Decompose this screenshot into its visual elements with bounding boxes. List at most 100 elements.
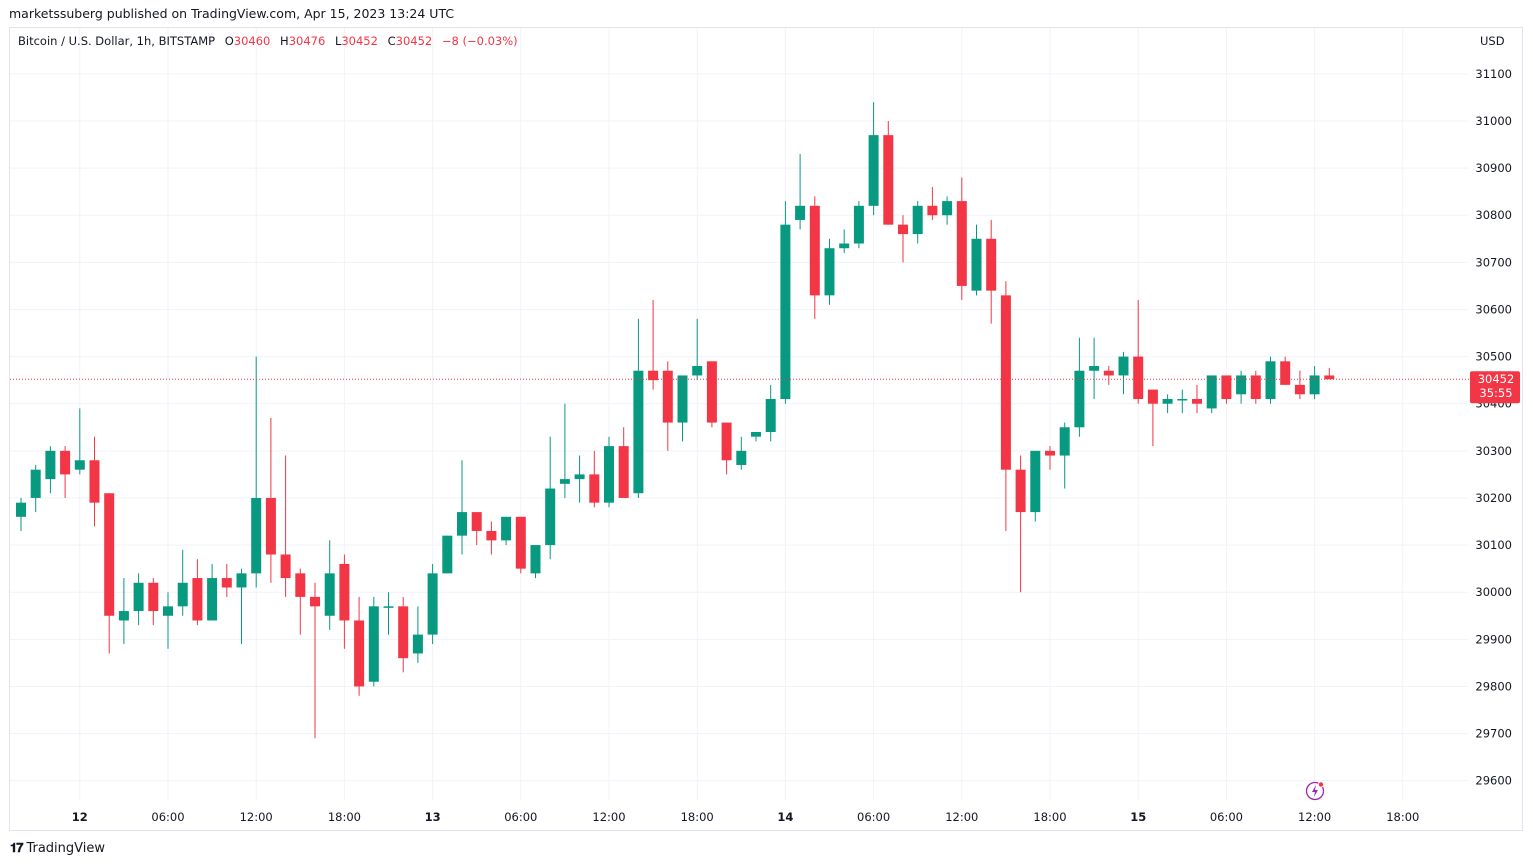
candle-body [942,201,953,216]
candle-body [1074,370,1085,428]
candle-body [1118,356,1129,376]
tradingview-brand[interactable]: 𝟏𝟕 TradingView [10,841,105,856]
candle-body [1000,295,1011,470]
candle-body [280,554,291,579]
candle-body [530,545,541,574]
candle-body [618,446,629,498]
time-tick-label: 15 [1130,810,1146,824]
time-tick-label: 06:00 [151,810,184,824]
candle-body [1089,366,1100,371]
price-change: −8 (−0.03%) [441,34,518,48]
candle-body [692,366,703,376]
candle-body [74,460,85,470]
candle-countdown: 35:55 [1479,386,1512,400]
candle-body [133,582,144,612]
time-tick-label: 18:00 [681,810,714,824]
candle-body [251,497,262,574]
time-tick-label: 12:00 [240,810,273,824]
price-tick-label: 30100 [1475,538,1512,552]
candle-body [1133,356,1144,400]
candle-body [1206,375,1217,409]
candle-body [824,248,835,296]
time-tick-label: 18:00 [1386,810,1419,824]
high-label: H [280,34,289,48]
candle-body [574,474,585,480]
candle-body [765,399,776,432]
candle-body [706,361,717,423]
price-tick-label: 30800 [1475,208,1512,222]
time-tick-label: 18:00 [1033,810,1066,824]
candle-body [1294,384,1305,395]
candle-body [383,606,394,608]
open-label: O [224,34,234,48]
currency-label[interactable]: USD [1480,34,1505,48]
open-value: 30460 [233,34,271,48]
time-tick-label: 14 [777,810,793,824]
candle-body [677,375,688,423]
price-tick-label: 29600 [1475,774,1512,788]
candle-body [1309,375,1320,395]
candle-body [898,224,908,235]
candle-body [559,479,570,484]
candle-body [236,573,247,588]
price-tick-label: 30900 [1475,161,1512,175]
candle-body [339,563,350,621]
candle-body [809,205,820,296]
candle-body [839,243,850,249]
candle-body [398,606,409,659]
time-tick-label: 06:00 [1210,810,1243,824]
candle-body [30,469,41,498]
candle-body [1030,450,1041,513]
candle-body [163,606,173,616]
candle-body [986,238,997,291]
low-value: 30452 [341,34,378,48]
candle-body [16,502,26,517]
high-value: 30476 [288,34,326,48]
candle-body [868,135,879,206]
candle-body [148,582,159,612]
price-tick-label: 30200 [1475,491,1512,505]
time-tick-label: 06:00 [504,810,537,824]
candle-body [1059,427,1070,456]
candle-body [545,488,556,546]
chart-frame[interactable] [9,27,1523,831]
candle-body [368,606,379,682]
candle-body [1103,370,1114,376]
candle-body [1192,399,1202,404]
time-tick-label: 12:00 [945,810,978,824]
candle-body [927,205,938,216]
price-tick-label: 29800 [1475,679,1512,693]
candle-body [853,205,864,244]
close-value: 30452 [395,34,433,48]
candle-body [1045,450,1055,456]
candle-body [354,620,365,687]
close-label: C [387,34,396,48]
candle-body [1221,375,1232,400]
time-tick-label: 13 [425,810,441,824]
candle-body [1265,361,1276,400]
candle-body [457,512,467,536]
price-tick-label: 30500 [1475,350,1512,364]
symbol-title[interactable]: Bitcoin / U.S. Dollar, 1h, BITSTAMP [18,34,216,48]
candle-body [515,516,526,569]
candle-body [1147,389,1158,404]
candle-body [427,573,438,635]
candle-body [589,474,600,503]
candle-body [1162,399,1173,404]
candle-body [1015,469,1026,513]
candle-body [971,238,982,291]
candle-body [192,578,203,621]
lightning-icon[interactable] [1305,781,1325,801]
price-tick-label: 31100 [1475,67,1512,81]
candle-body [721,422,732,461]
candle-body [604,446,614,503]
candle-body [486,530,497,541]
candle-body [648,370,659,381]
candle-body [60,450,71,475]
candle-body [912,205,923,235]
candle-body [295,573,306,597]
time-tick-label: 12:00 [592,810,625,824]
candle-body [89,460,100,503]
price-tick-label: 29900 [1475,632,1512,646]
